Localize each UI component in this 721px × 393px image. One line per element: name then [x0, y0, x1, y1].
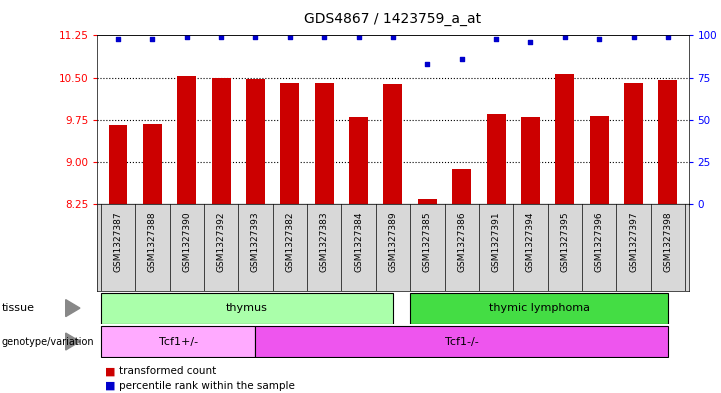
Text: GSM1327395: GSM1327395 [560, 211, 570, 272]
Text: GSM1327396: GSM1327396 [595, 211, 603, 272]
Text: percentile rank within the sample: percentile rank within the sample [119, 381, 295, 391]
Text: ■: ■ [105, 366, 115, 376]
Bar [143, 124, 162, 204]
Text: GSM1327385: GSM1327385 [423, 211, 432, 272]
Text: GSM1327389: GSM1327389 [389, 211, 397, 272]
Point [216, 34, 227, 40]
Bar [101, 326, 255, 357]
Point [112, 36, 124, 42]
Bar [101, 293, 393, 323]
Text: GSM1327382: GSM1327382 [286, 211, 294, 272]
Text: ■: ■ [105, 381, 115, 391]
Text: thymus: thymus [226, 303, 267, 313]
Bar [521, 117, 540, 204]
Bar [658, 80, 678, 204]
Text: GSM1327394: GSM1327394 [526, 211, 535, 272]
Bar [255, 326, 668, 357]
Bar [555, 73, 574, 204]
Point [662, 34, 673, 40]
Bar [212, 78, 231, 204]
Text: GSM1327390: GSM1327390 [182, 211, 191, 272]
Bar [315, 83, 334, 204]
Point [559, 34, 570, 40]
Point [456, 56, 467, 62]
Bar [452, 169, 471, 204]
Point [146, 36, 158, 42]
Bar [177, 77, 196, 204]
Text: genotype/variation: genotype/variation [1, 336, 94, 347]
Point [422, 61, 433, 67]
Bar [349, 117, 368, 204]
Bar [246, 79, 265, 204]
Text: GSM1327398: GSM1327398 [663, 211, 673, 272]
Text: tissue: tissue [1, 303, 35, 313]
Point [490, 36, 502, 42]
Bar [108, 125, 128, 204]
Text: GSM1327387: GSM1327387 [113, 211, 123, 272]
Point [284, 34, 296, 40]
Text: GSM1327388: GSM1327388 [148, 211, 157, 272]
Text: transformed count: transformed count [119, 366, 216, 376]
Point [525, 39, 536, 45]
Point [628, 34, 640, 40]
Text: GSM1327392: GSM1327392 [216, 211, 226, 272]
Text: GSM1327397: GSM1327397 [629, 211, 638, 272]
Bar [418, 199, 437, 204]
Text: Tcf1+/-: Tcf1+/- [159, 336, 198, 347]
Point [387, 34, 399, 40]
Point [593, 36, 605, 42]
Text: GSM1327391: GSM1327391 [492, 211, 500, 272]
Point [249, 34, 261, 40]
Text: GSM1327383: GSM1327383 [319, 211, 329, 272]
Bar [410, 293, 668, 323]
Bar [384, 84, 402, 204]
Bar [590, 116, 609, 204]
Text: GDS4867 / 1423759_a_at: GDS4867 / 1423759_a_at [304, 12, 482, 26]
Text: Tcf1-/-: Tcf1-/- [445, 336, 479, 347]
Text: GSM1327386: GSM1327386 [457, 211, 466, 272]
Polygon shape [66, 333, 80, 350]
Bar [624, 83, 643, 204]
Bar [280, 83, 299, 204]
Bar [487, 114, 505, 204]
Point [319, 34, 330, 40]
Text: GSM1327384: GSM1327384 [354, 211, 363, 272]
Point [353, 34, 364, 40]
Polygon shape [66, 299, 80, 317]
Text: thymic lymphoma: thymic lymphoma [489, 303, 590, 313]
Text: GSM1327393: GSM1327393 [251, 211, 260, 272]
Point [181, 34, 193, 40]
